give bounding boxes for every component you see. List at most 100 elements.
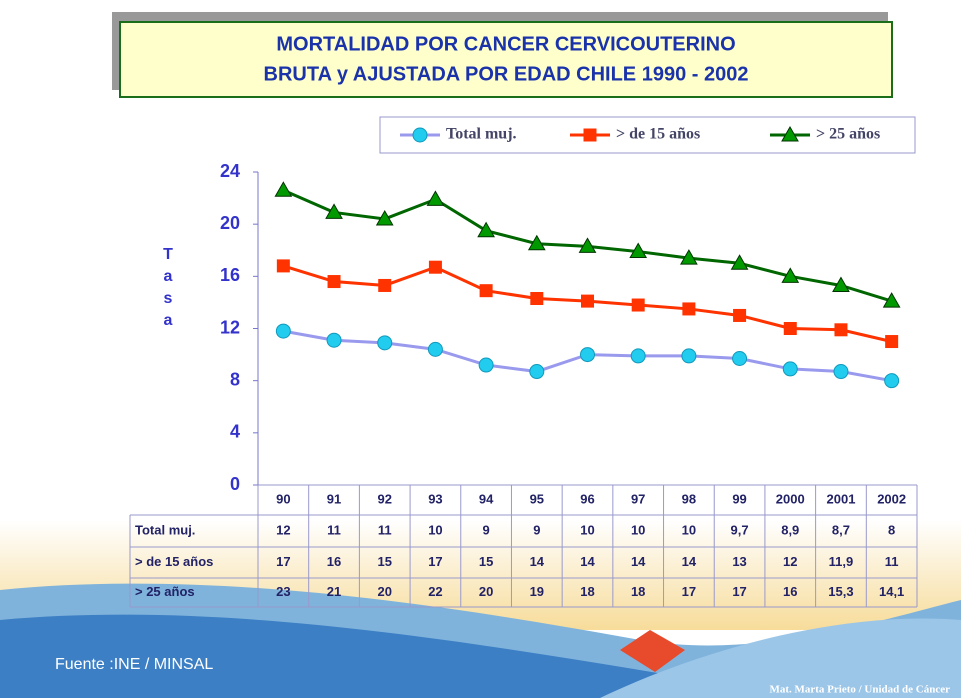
table-cell: 11,9: [829, 554, 854, 569]
x-tick-label: 94: [479, 491, 494, 506]
marker: [581, 348, 595, 362]
table-cell: 17: [682, 584, 696, 599]
marker: [886, 336, 898, 348]
x-tick-label: 97: [631, 491, 645, 506]
x-tick-label: 2000: [776, 491, 805, 506]
table-cell: 14: [682, 554, 697, 569]
table-cell: 10: [682, 522, 696, 537]
marker: [531, 293, 543, 305]
table-cell: 15: [377, 554, 391, 569]
table-row-label: > de 15 años: [135, 554, 213, 569]
x-tick-label: 98: [682, 491, 696, 506]
marker: [277, 260, 289, 272]
y-tick-label: 20: [220, 213, 240, 233]
y-axis-label: Tasa: [162, 244, 174, 332]
table-cell: 16: [327, 554, 341, 569]
marker: [428, 342, 442, 356]
table-cell: 20: [377, 584, 391, 599]
marker: [885, 374, 899, 388]
marker: [413, 128, 427, 142]
marker: [530, 365, 544, 379]
table-cell: 14: [580, 554, 595, 569]
table-cell: 20: [479, 584, 493, 599]
credit: Mat. Marta Prieto / Unidad de Cáncer: [769, 684, 950, 696]
legend-label: Total muj.: [446, 126, 517, 143]
marker: [835, 324, 847, 336]
x-tick-label: 99: [732, 491, 746, 506]
table-cell: 18: [631, 584, 645, 599]
y-tick-label: 24: [220, 161, 240, 181]
table-cell: 19: [530, 584, 544, 599]
legend-label: > de 15 años: [616, 126, 700, 143]
table-cell: 11: [327, 522, 341, 537]
x-tick-label: 92: [377, 491, 391, 506]
table-cell: 12: [783, 554, 797, 569]
marker: [584, 129, 596, 141]
x-tick-label: 2001: [827, 491, 856, 506]
x-tick-label: 96: [580, 491, 594, 506]
table-cell: 15: [479, 554, 493, 569]
table-cell: 9,7: [731, 522, 749, 537]
table-cell: 14: [631, 554, 646, 569]
marker: [479, 358, 493, 372]
table-cell: 8,9: [781, 522, 799, 537]
marker: [631, 349, 645, 363]
marker: [379, 279, 391, 291]
table-cell: 17: [276, 554, 290, 569]
legend-label: > 25 años: [816, 126, 880, 143]
x-tick-label: 93: [428, 491, 442, 506]
table-cell: 10: [631, 522, 645, 537]
table-cell: 21: [327, 584, 341, 599]
marker: [327, 333, 341, 347]
source: Fuente :INE / MINSAL: [55, 656, 213, 673]
y-tick-label: 4: [230, 422, 240, 442]
table-cell: 9: [482, 522, 489, 537]
table-cell: 13: [732, 554, 746, 569]
table-cell: 17: [732, 584, 746, 599]
chart: MORTALIDAD POR CANCER CERVICOUTERINO BRU…: [0, 0, 961, 698]
table-cell: 12: [276, 522, 290, 537]
marker: [783, 362, 797, 376]
table-cell: 11: [378, 522, 392, 537]
x-tick-label: 2002: [877, 491, 906, 506]
table-cell: 10: [428, 522, 442, 537]
y-tick-label: 0: [230, 474, 240, 494]
marker: [834, 365, 848, 379]
table-cell: 9: [533, 522, 540, 537]
x-tick-label: 95: [530, 491, 544, 506]
marker: [378, 336, 392, 350]
marker: [276, 324, 290, 338]
marker: [582, 295, 594, 307]
marker: [480, 285, 492, 297]
marker: [429, 261, 441, 273]
marker: [683, 303, 695, 315]
table-cell: 16: [783, 584, 797, 599]
table-cell: 23: [276, 584, 290, 599]
table-cell: 11: [885, 554, 899, 569]
table-row-label: > 25 años: [135, 584, 195, 599]
marker: [328, 276, 340, 288]
chart-title: MORTALIDAD POR CANCER CERVICOUTERINO: [276, 33, 735, 55]
table-cell: 10: [580, 522, 594, 537]
table-cell: 18: [580, 584, 594, 599]
x-tick-label: 90: [276, 491, 290, 506]
table-cell: 15,3: [828, 584, 853, 599]
slide: MORTALIDAD POR CANCER CERVICOUTERINO BRU…: [0, 0, 961, 698]
marker: [734, 309, 746, 321]
table-cell: 14: [530, 554, 545, 569]
table-cell: 17: [428, 554, 442, 569]
y-tick-label: 12: [220, 317, 240, 337]
table-row-label: Total muj.: [135, 522, 195, 537]
marker: [784, 323, 796, 335]
marker: [733, 351, 747, 365]
marker: [682, 349, 696, 363]
marker: [632, 299, 644, 311]
table-cell: 8,7: [832, 522, 850, 537]
y-tick-label: 8: [230, 369, 240, 389]
chart-title: BRUTA y AJUSTADA POR EDAD CHILE 1990 - 2…: [264, 63, 749, 85]
x-tick-label: 91: [327, 491, 341, 506]
table-cell: 8: [888, 522, 895, 537]
table-cell: 14,1: [879, 584, 904, 599]
table-cell: 22: [428, 584, 442, 599]
page: MORTALIDAD POR CANCER CERVICOUTERINO BRU…: [0, 0, 961, 698]
